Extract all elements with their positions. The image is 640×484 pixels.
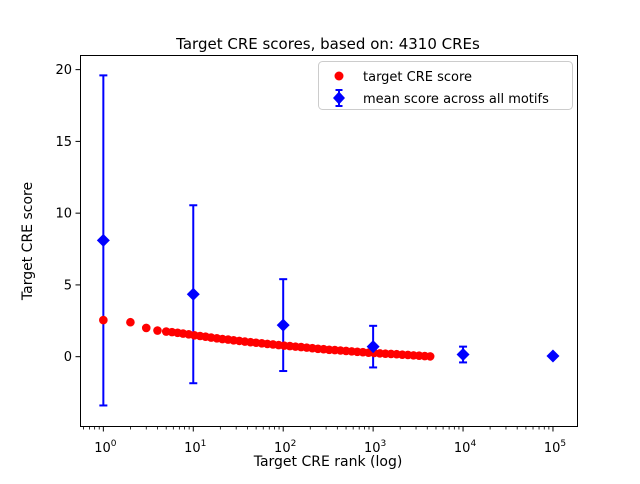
y-tick-label: 0 — [64, 350, 72, 365]
legend-marker-mean-score-icon — [333, 91, 345, 105]
target-score-point — [99, 315, 108, 325]
mean-score-point — [276, 318, 290, 332]
x-tick-label: 105 — [544, 439, 566, 456]
plot-area: 100 101 102 103 104 105 0 5 10 15 20 — [55, 55, 578, 456]
y-tick-label: 15 — [55, 135, 72, 150]
target-score-point — [141, 323, 151, 333]
legend-label-target-score: target CRE score — [363, 70, 472, 85]
legend-label-mean-score: mean score across all motifs — [363, 92, 549, 107]
x-tick-label: 103 — [364, 439, 386, 456]
plot-spines — [80, 55, 578, 427]
target-score-point — [153, 326, 162, 335]
mean-score-point — [96, 233, 110, 247]
mean-score-point — [366, 340, 380, 354]
chart-title: Target CRE scores, based on: 4310 CREs — [175, 35, 480, 53]
legend: target CRE score mean score across all m… — [318, 61, 573, 110]
y-axis-label: Target CRE score — [20, 182, 36, 301]
legend-box — [318, 61, 573, 110]
legend-marker-target-score-icon — [334, 71, 344, 81]
mean-score-point — [456, 348, 470, 362]
y-tick-label: 5 — [64, 278, 72, 293]
target-score-point — [425, 352, 435, 361]
target-score-point — [126, 317, 135, 327]
mean-score-point — [186, 287, 200, 301]
x-tick-label: 104 — [454, 439, 477, 456]
x-tick-label: 102 — [274, 439, 296, 456]
x-tick-label: 100 — [94, 439, 117, 456]
x-tick-label: 101 — [184, 439, 206, 456]
y-tick-label: 10 — [55, 207, 72, 222]
x-axis-label: Target CRE rank (log) — [253, 454, 403, 470]
y-tick-label: 20 — [55, 63, 72, 78]
mean-score-point — [546, 349, 560, 363]
